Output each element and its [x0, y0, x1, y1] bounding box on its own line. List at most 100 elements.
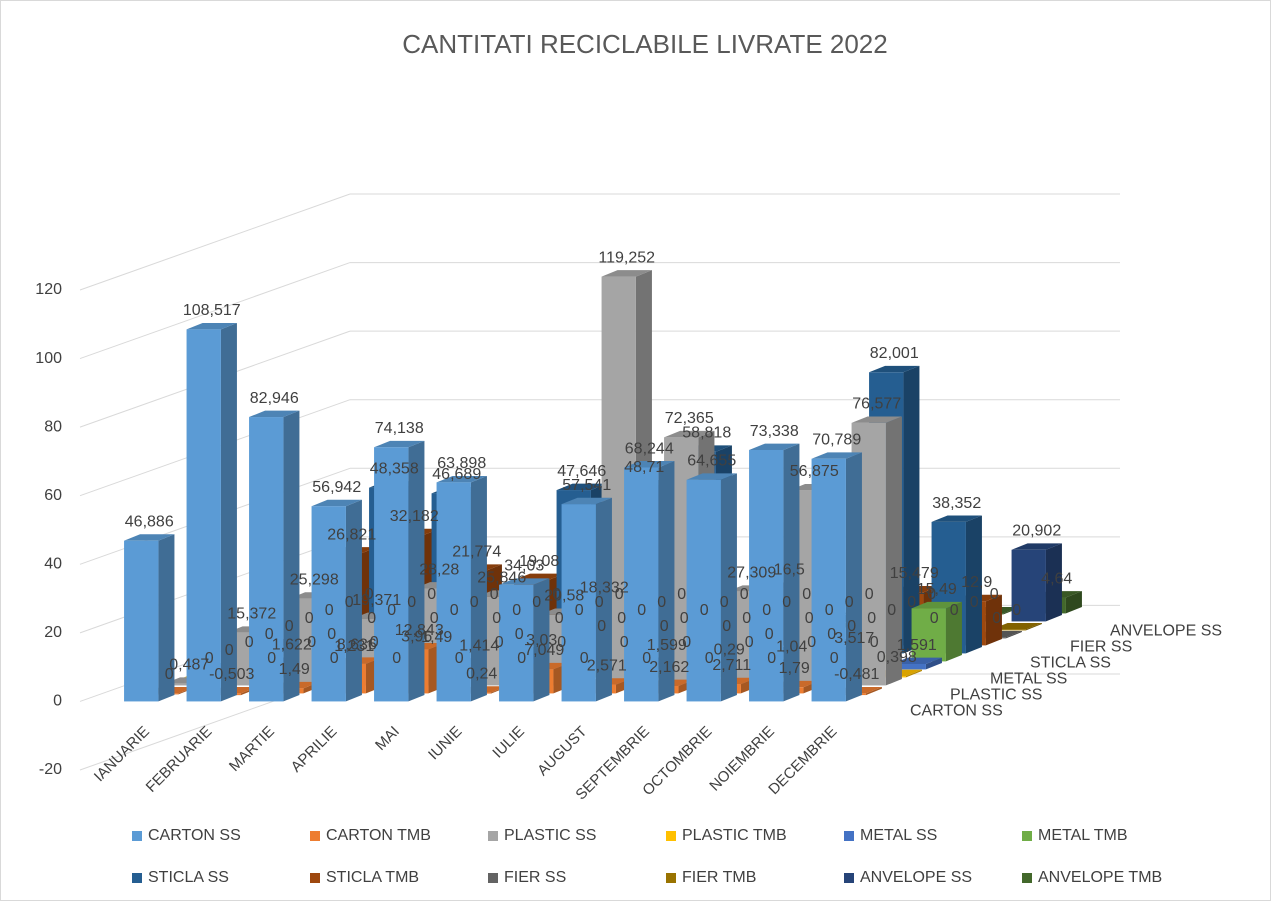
data-label: 119,252 [598, 249, 655, 266]
data-label: 68,244 [625, 440, 674, 457]
data-label: 19,371 [352, 592, 401, 609]
data-label: 0 [470, 594, 479, 611]
data-label: 0 [265, 626, 274, 643]
data-label: 48,358 [370, 460, 419, 477]
data-label: 0 [367, 610, 376, 627]
data-label: 0,487 [169, 657, 209, 674]
data-label: 0 [595, 594, 604, 611]
data-label: 0 [720, 594, 729, 611]
data-label: 0 [512, 602, 521, 619]
bar-side [283, 410, 300, 702]
data-label: 0 [305, 610, 314, 627]
data-label: 0 [802, 586, 811, 603]
data-label: 0 [990, 586, 999, 603]
depth-label: PLASTIC SS [950, 687, 1042, 704]
bar [891, 663, 926, 670]
data-label: 0 [807, 634, 816, 651]
data-label: 0 [682, 634, 691, 651]
legend-label: METAL SS [860, 827, 937, 844]
bar-top [911, 601, 962, 609]
data-label: 0 [455, 650, 464, 667]
legend-label: CARTON SS [148, 827, 241, 844]
data-label: 56,875 [790, 463, 839, 480]
data-label: 15,372 [227, 606, 276, 623]
data-label: 46,886 [125, 513, 174, 530]
bar-side [658, 461, 675, 702]
grid-wall-line [79, 262, 351, 360]
data-label: 0 [620, 634, 629, 651]
bar-side [408, 440, 425, 702]
data-label: 25,846 [477, 570, 526, 587]
data-label: 7,049 [524, 642, 564, 659]
data-label: 1,622 [272, 637, 312, 654]
data-label: 0 [495, 634, 504, 651]
data-label: 0 [845, 594, 854, 611]
data-label: 0 [597, 618, 606, 635]
data-label: 0 [927, 586, 936, 603]
data-label: 0 [407, 594, 416, 611]
data-label: 28,28 [419, 561, 459, 578]
data-label: 32,182 [390, 508, 439, 525]
data-label: 0 [327, 626, 336, 643]
data-label: 19,08 [519, 553, 559, 570]
data-label: 0 [867, 610, 876, 627]
data-label: 0 [742, 610, 751, 627]
data-label: 1,231 [334, 638, 374, 655]
data-label: 2,711 [712, 657, 751, 674]
bar [186, 329, 221, 702]
bar-top [436, 475, 487, 483]
data-label: 0 [1012, 602, 1021, 619]
data-label: 0 [870, 634, 879, 651]
data-label: 0 [387, 602, 396, 619]
legend-label: STICLA TMB [326, 869, 419, 886]
bar-side [1065, 591, 1082, 614]
data-label: 0 [745, 634, 754, 651]
data-label: 0 [285, 618, 294, 635]
data-label: 0 [660, 618, 669, 635]
data-label: 82,946 [250, 390, 299, 407]
data-label: 0 [365, 586, 374, 603]
data-label: 0 [532, 594, 541, 611]
bar-side [1005, 631, 1022, 639]
data-label: 0 [330, 650, 339, 667]
data-label: 2,162 [649, 659, 689, 676]
legend-swatch [310, 831, 320, 841]
legend-swatch [488, 831, 498, 841]
data-label: 4,64 [1041, 570, 1072, 587]
data-label: 1,49 [421, 629, 452, 646]
data-label: 0 [907, 594, 916, 611]
data-label: 46,689 [432, 466, 481, 483]
data-label: 56,942 [312, 479, 361, 496]
bar [561, 504, 596, 702]
data-label: 0 [677, 586, 686, 603]
legend-swatch [310, 873, 320, 883]
data-label: 26,821 [327, 526, 376, 543]
bar-side [158, 534, 175, 702]
data-label: 0 [555, 610, 564, 627]
bar-side [1025, 623, 1042, 631]
data-label: 0 [245, 634, 254, 651]
data-label: -0,481 [834, 666, 879, 683]
bar-side [533, 578, 550, 702]
data-label: 0,29 [714, 641, 745, 658]
data-label: 1,49 [279, 661, 310, 678]
data-label: 76,577 [852, 396, 901, 413]
data-label: 73,338 [750, 423, 799, 440]
y-tick-label: -20 [39, 761, 62, 778]
bar-top [374, 440, 425, 448]
legend-swatch [844, 873, 854, 883]
data-label: 0 [615, 586, 624, 603]
data-label: 0 [307, 634, 316, 651]
legend-swatch [1022, 873, 1032, 883]
data-label: 3,96 [401, 629, 432, 646]
bar-side [220, 322, 237, 702]
data-label: 15,479 [890, 565, 939, 582]
bar-top [311, 499, 362, 507]
bar-top [749, 443, 800, 450]
data-label: 74,138 [375, 420, 424, 437]
data-label: 0 [392, 650, 401, 667]
data-label: 0 [887, 602, 896, 619]
data-label: 0 [552, 586, 561, 603]
bar-top [686, 473, 737, 480]
